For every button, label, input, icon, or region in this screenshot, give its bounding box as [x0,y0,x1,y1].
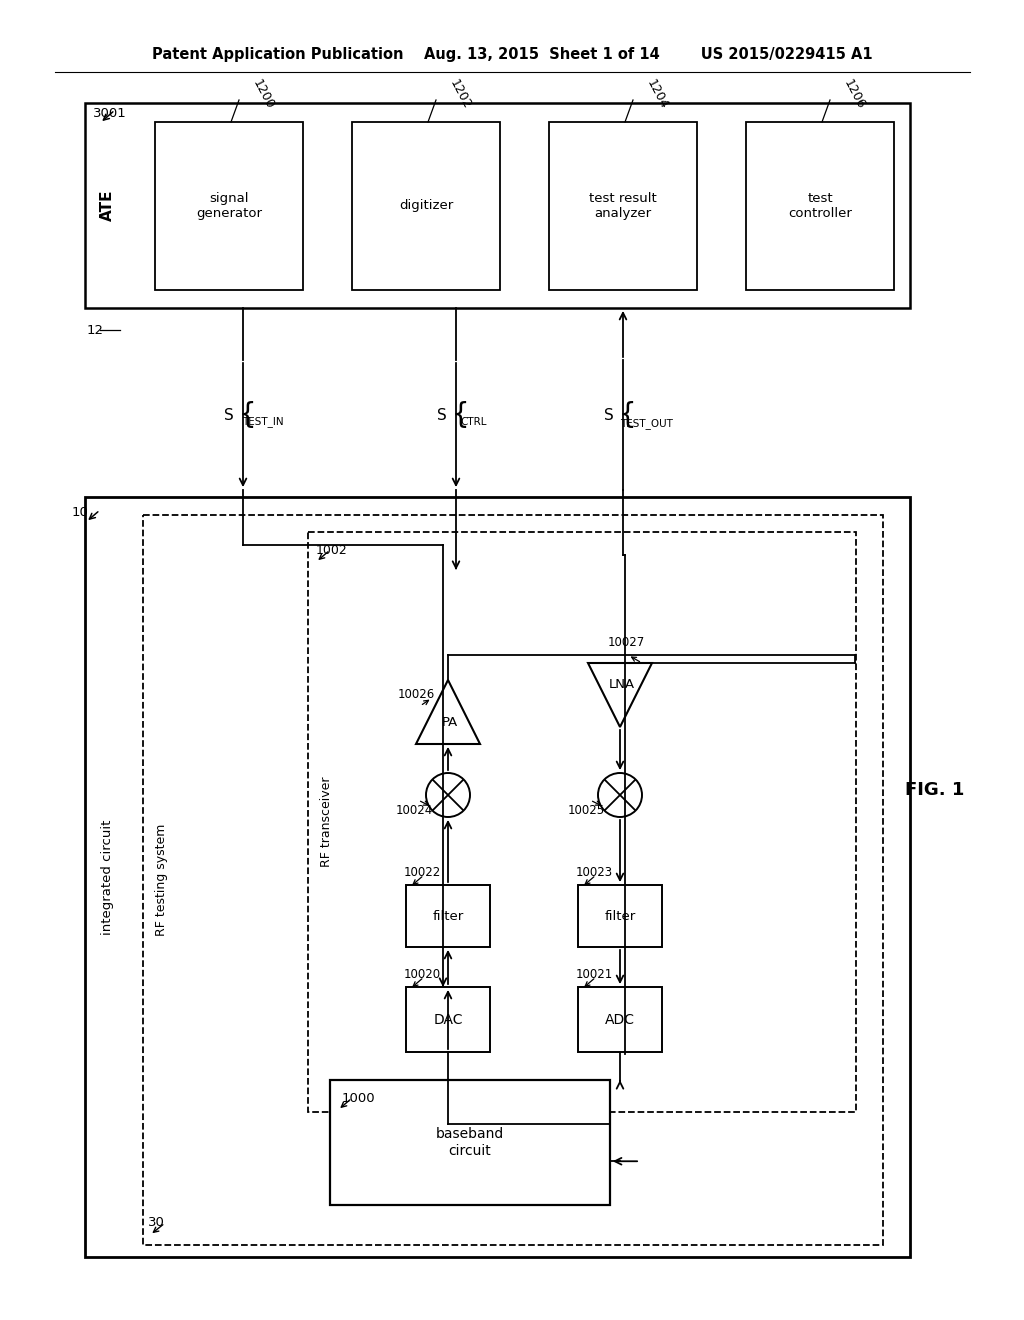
Text: RF transceiver: RF transceiver [321,776,334,867]
Bar [308,532,856,1111]
Text: 12: 12 [87,323,104,337]
Text: TEST_IN: TEST_IN [243,417,284,428]
Text: test
controller: test controller [788,191,852,220]
Bar [85,103,910,308]
Text: integrated circuit: integrated circuit [101,820,115,935]
Text: 10023: 10023 [575,866,613,879]
Text: PA: PA [442,715,458,729]
Text: 10022: 10022 [404,866,441,879]
Text: 10: 10 [72,506,89,519]
Bar [549,121,697,290]
Text: CTRL: CTRL [461,417,487,426]
Text: 1000: 1000 [342,1092,376,1105]
Text: 1200: 1200 [250,77,275,111]
Text: 1202: 1202 [446,77,473,111]
Text: Patent Application Publication    Aug. 13, 2015  Sheet 1 of 14        US 2015/02: Patent Application Publication Aug. 13, … [152,48,872,62]
Text: {: { [239,401,256,429]
Text: 10025: 10025 [568,804,605,817]
Text: ADC: ADC [605,1012,635,1027]
Bar [578,884,662,946]
Text: 10020: 10020 [404,969,441,982]
Text: digitizer: digitizer [399,199,454,213]
Text: 10026: 10026 [398,688,435,701]
Text: S: S [224,408,233,422]
Text: 10024: 10024 [396,804,433,817]
Text: FIG. 1: FIG. 1 [905,781,965,799]
Text: S: S [604,408,613,422]
Text: 1002: 1002 [316,544,348,557]
Text: signal
generator: signal generator [196,191,262,220]
Bar [406,987,490,1052]
Bar [746,121,894,290]
Bar [406,884,490,946]
Text: baseband
circuit: baseband circuit [436,1127,504,1158]
Bar [330,1080,610,1205]
Text: RF testing system: RF testing system [156,824,169,936]
Text: {: { [452,401,469,429]
Text: 10021: 10021 [575,969,613,982]
Text: S: S [437,408,446,422]
Bar [352,121,500,290]
Text: TEST_OUT: TEST_OUT [621,418,674,429]
Text: 3001: 3001 [93,107,127,120]
Text: 10027: 10027 [608,636,645,649]
Bar [578,987,662,1052]
Bar [143,515,883,1245]
Bar [155,121,303,290]
Text: LNA: LNA [609,678,635,692]
Text: test result
analyzer: test result analyzer [589,191,656,220]
Text: {: { [618,401,636,429]
Text: filter: filter [604,909,636,923]
Text: 1204: 1204 [643,77,670,111]
Text: ATE: ATE [99,190,115,222]
Text: 30: 30 [148,1217,165,1229]
Text: 1206: 1206 [841,77,867,111]
Text: filter: filter [432,909,464,923]
Bar [85,498,910,1257]
Text: DAC: DAC [433,1012,463,1027]
